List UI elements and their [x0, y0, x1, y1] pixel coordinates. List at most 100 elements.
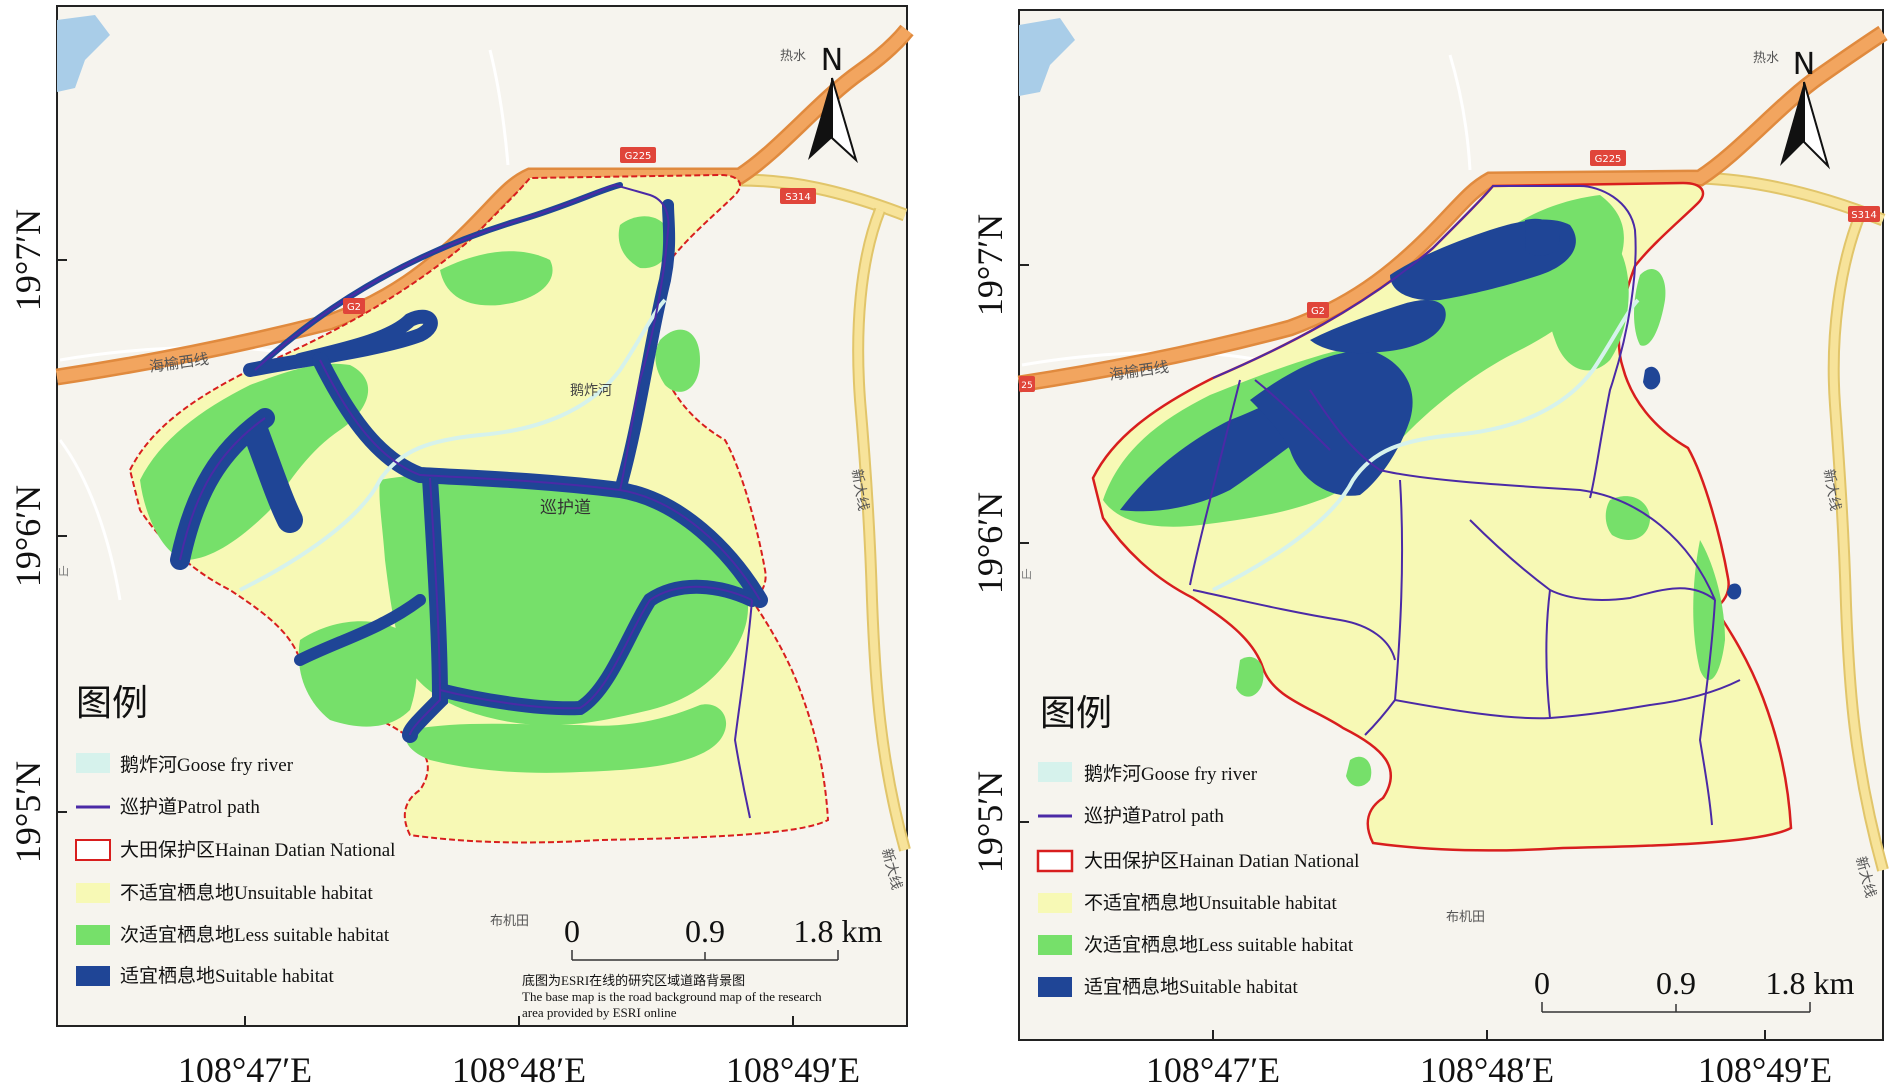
left-xinda-road — [854, 208, 909, 852]
left-lat-label-1: 19°7′N — [8, 209, 48, 311]
right-shield-s314: S314 — [1848, 206, 1880, 222]
svg-text:G225: G225 — [625, 151, 652, 162]
right-legend-label-boundary: 大田保护区Hainan Datian National — [1084, 850, 1359, 872]
left-north-arrow-icon — [808, 77, 858, 164]
svg-text:S314: S314 — [1851, 210, 1876, 221]
left-place-bujitian: 布机田 — [490, 914, 529, 929]
left-scale-tick-2: 1.8 km — [794, 913, 883, 949]
right-legend-swatch-boundary — [1036, 849, 1074, 873]
right-shield-25: 25 — [1019, 376, 1035, 392]
left-legend-swatch-suitable — [76, 966, 110, 986]
left-legend-swatch-goose-river — [76, 753, 110, 773]
left-legend-label-suitable: 适宜栖息地Suitable habitat — [120, 965, 334, 987]
left-less-suitable-center — [379, 474, 749, 726]
left-scale-bar: 0 0.9 1.8 km — [564, 913, 883, 961]
right-legend-label-patrol: 巡护道Patrol path — [1084, 805, 1224, 827]
right-patrol-north — [1212, 185, 1637, 499]
svg-text:S314: S314 — [785, 192, 810, 203]
left-map-panel: 热水 布机田 山 海榆西线 新大线 新大线 G225 S314 G2 鹅炸河 巡… — [8, 5, 914, 1090]
right-legend-swatch-less-suitable — [1038, 935, 1072, 955]
left-axis-ticks — [57, 259, 794, 1026]
left-g225-highway — [56, 26, 912, 383]
left-patrol-central — [319, 359, 761, 601]
right-less-suitable-east-strip — [1634, 269, 1666, 346]
left-shield-g2: G2 — [343, 298, 365, 314]
left-s314-road — [739, 175, 907, 220]
right-reservoir — [1019, 18, 1075, 96]
left-patrol-label: 巡护道 — [540, 498, 591, 518]
left-legend-swatch-unsuitable — [76, 883, 110, 903]
svg-text:G2: G2 — [1311, 306, 1325, 317]
left-lon-label-2: 108°48′E — [452, 1050, 586, 1090]
left-north-label: N — [821, 43, 843, 78]
right-legend-swatch-suitable — [1038, 977, 1072, 997]
right-patrol-mid-south — [1545, 589, 1551, 719]
right-less-suitable-east-edge — [1693, 540, 1725, 680]
right-map-panel: 热水 布机田 山 海榆西线 新大线 新大线 G225 S314 G2 25 N — [970, 9, 1889, 1090]
right-scale-tick-2: 1.8 km — [1766, 965, 1855, 1001]
right-suitable-se-dot — [1727, 583, 1742, 600]
right-g225-highway — [1018, 27, 1887, 390]
right-legend-label-less-suitable: 次适宜栖息地Less suitable habitat — [1084, 934, 1354, 956]
right-suitable-north-blob — [1525, 218, 1560, 256]
right-north-arrow-icon — [1780, 81, 1831, 170]
left-legend-label-boundary: 大田保护区Hainan Datian National — [120, 839, 395, 861]
left-less-suitable-north — [440, 251, 553, 306]
right-suitable-north-corridor — [1310, 300, 1446, 354]
right-patrol-west — [1189, 379, 1241, 586]
right-legend: 图例 鹅炸河Goose fry river 巡护道Patrol path 大田保… — [1036, 693, 1359, 998]
right-shield-g225: G225 — [1590, 150, 1626, 166]
right-lon-label-1: 108°47′E — [1146, 1050, 1280, 1090]
left-legend-label-patrol: 巡护道Patrol path — [120, 796, 260, 818]
right-less-suitable-south-blob — [1346, 756, 1372, 787]
left-less-suitable-ne — [618, 216, 671, 269]
right-place-shan: 山 — [1021, 568, 1032, 581]
left-scale-tick-1: 0.9 — [685, 913, 725, 949]
right-scale-tick-1: 0.9 — [1656, 965, 1696, 1001]
left-scale-tick-0: 0 — [564, 913, 580, 949]
right-place-bujitian: 布机田 — [1446, 910, 1485, 925]
right-place-reshui: 热水 — [1753, 51, 1779, 66]
left-legend-label-less-suitable: 次适宜栖息地Less suitable habitat — [120, 924, 390, 946]
right-axis-ticks — [1019, 264, 1766, 1040]
right-north-label: N — [1793, 47, 1815, 82]
right-minor-road-2 — [1448, 54, 1472, 171]
left-suitable-sw-corridor — [294, 594, 426, 666]
right-legend-label-suitable: 适宜栖息地Suitable habitat — [1084, 976, 1298, 998]
left-minor-road-3 — [58, 439, 122, 601]
right-patrol-east-loop — [1469, 519, 1716, 601]
right-legend-swatch-goose-river — [1038, 762, 1072, 782]
left-patrol-paths — [179, 183, 761, 819]
left-patrol-se — [439, 585, 753, 710]
right-minor-road — [1021, 350, 1261, 367]
left-suitable-west-blob — [242, 417, 303, 533]
left-legend-swatch-less-suitable — [76, 925, 110, 945]
right-lon-label-2: 108°48′E — [1420, 1050, 1554, 1090]
left-patrol-north — [254, 183, 670, 491]
left-note-line-2: The base map is the road background map … — [522, 989, 822, 1004]
left-minor-road — [59, 345, 301, 362]
right-legend-title: 图例 — [1040, 693, 1112, 733]
left-legend-label-unsuitable: 不适宜栖息地Unsuitable habitat — [120, 882, 373, 904]
right-legend-label-goose-river: 鹅炸河Goose fry river — [1084, 763, 1258, 785]
right-lat-label-3: 19°5′N — [970, 771, 1010, 873]
right-road-xinda-label-1: 新大线 — [1820, 468, 1843, 512]
right-patrol-south — [1364, 479, 1404, 736]
right-less-suitable-east-blob — [1605, 496, 1650, 540]
left-goose-river — [239, 298, 667, 592]
right-patrol-east — [1698, 599, 1716, 826]
right-scale-bar: 0 0.9 1.8 km — [1534, 965, 1855, 1013]
right-lat-label-1: 19°7′N — [970, 214, 1010, 316]
svg-text:25: 25 — [1021, 381, 1032, 391]
left-lat-label-3: 19°5′N — [8, 761, 48, 863]
right-lat-label-2: 19°6′N — [970, 492, 1010, 594]
left-lat-label-2: 19°6′N — [8, 485, 48, 587]
right-less-suitable-north-ne — [1547, 242, 1629, 371]
svg-text:G225: G225 — [1595, 154, 1622, 165]
left-patrol-west — [179, 417, 266, 561]
left-legend-title: 图例 — [76, 683, 148, 723]
left-lon-label-1: 108°47′E — [178, 1050, 312, 1090]
right-lon-label-3: 108°49′E — [1698, 1050, 1832, 1090]
right-less-suitable-sw-blob — [1236, 656, 1264, 697]
